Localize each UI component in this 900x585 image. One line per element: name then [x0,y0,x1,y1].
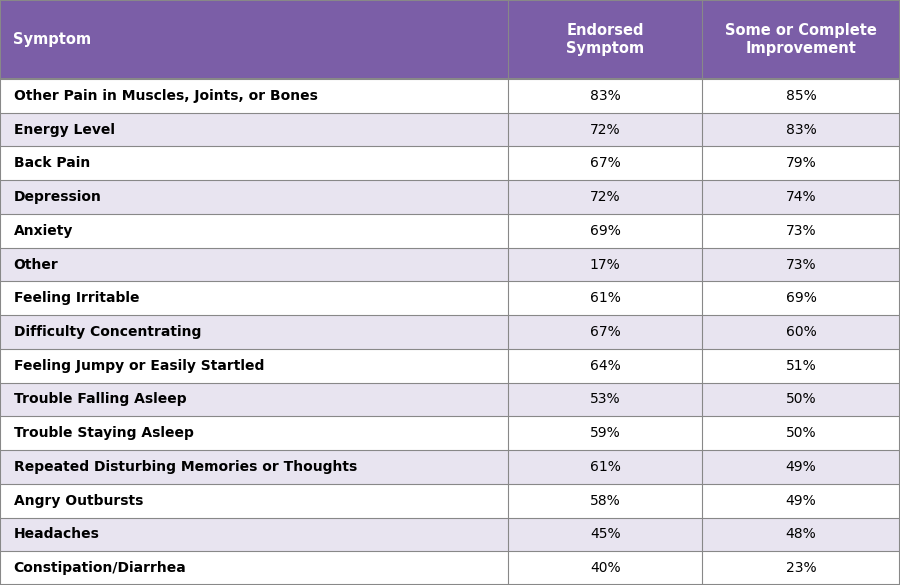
Bar [508,0,702,79]
Bar [508,214,702,247]
Bar [0,315,508,349]
Bar [0,281,508,315]
Bar [0,383,508,417]
Bar [508,281,702,315]
Text: 49%: 49% [786,494,816,508]
Text: 69%: 69% [786,291,816,305]
Bar [702,315,900,349]
Bar [702,417,900,450]
Text: 67%: 67% [590,156,621,170]
Bar [0,0,508,79]
Bar [702,518,900,551]
Bar [702,0,900,79]
Text: 50%: 50% [786,426,816,440]
Text: 61%: 61% [590,460,621,474]
Bar [702,484,900,518]
Bar [702,214,900,247]
Text: 73%: 73% [786,224,816,238]
Bar [0,146,508,180]
Bar [702,383,900,417]
Text: Other: Other [14,257,58,271]
Bar [508,146,702,180]
Text: Difficulty Concentrating: Difficulty Concentrating [14,325,201,339]
Text: 53%: 53% [590,393,621,407]
Text: Feeling Irritable: Feeling Irritable [14,291,139,305]
Bar [702,281,900,315]
Bar [702,349,900,383]
Text: 67%: 67% [590,325,621,339]
Text: Anxiety: Anxiety [14,224,73,238]
Text: 49%: 49% [786,460,816,474]
Text: Other Pain in Muscles, Joints, or Bones: Other Pain in Muscles, Joints, or Bones [14,89,318,103]
Text: 74%: 74% [786,190,816,204]
Bar [508,450,702,484]
Bar [508,315,702,349]
Text: 85%: 85% [786,89,816,103]
Bar [702,450,900,484]
Bar [702,180,900,214]
Text: Repeated Disturbing Memories or Thoughts: Repeated Disturbing Memories or Thoughts [14,460,356,474]
Text: Back Pain: Back Pain [14,156,90,170]
Bar [0,113,508,146]
Text: 61%: 61% [590,291,621,305]
Text: Endorsed
Symptom: Endorsed Symptom [566,23,644,56]
Text: Constipation/Diarrhea: Constipation/Diarrhea [14,561,186,575]
Bar [0,214,508,247]
Text: 72%: 72% [590,123,621,136]
Text: 17%: 17% [590,257,621,271]
Bar [702,113,900,146]
Text: 23%: 23% [786,561,816,575]
Text: 51%: 51% [786,359,816,373]
Text: Symptom: Symptom [14,32,92,47]
Bar [0,551,508,585]
Text: 73%: 73% [786,257,816,271]
Text: 83%: 83% [590,89,621,103]
Text: Some or Complete
Improvement: Some or Complete Improvement [725,23,877,56]
Text: 79%: 79% [786,156,816,170]
Bar [702,146,900,180]
Bar [508,349,702,383]
Bar [0,180,508,214]
Text: Trouble Staying Asleep: Trouble Staying Asleep [14,426,194,440]
Text: Angry Outbursts: Angry Outbursts [14,494,143,508]
Text: Headaches: Headaches [14,528,99,541]
Bar [0,79,508,113]
Bar [0,450,508,484]
Text: Energy Level: Energy Level [14,123,114,136]
Text: 40%: 40% [590,561,621,575]
Bar [508,551,702,585]
Bar [508,383,702,417]
Bar [508,417,702,450]
Bar [0,349,508,383]
Bar [508,79,702,113]
Bar [702,79,900,113]
Text: Depression: Depression [14,190,102,204]
Text: 64%: 64% [590,359,621,373]
Bar [0,518,508,551]
Text: 83%: 83% [786,123,816,136]
Bar [508,180,702,214]
Bar [508,247,702,281]
Text: 60%: 60% [786,325,816,339]
Bar [508,518,702,551]
Text: 59%: 59% [590,426,621,440]
Text: 48%: 48% [786,528,816,541]
Text: Feeling Jumpy or Easily Startled: Feeling Jumpy or Easily Startled [14,359,264,373]
Bar [702,247,900,281]
Text: 50%: 50% [786,393,816,407]
Bar [508,484,702,518]
Text: 58%: 58% [590,494,621,508]
Bar [0,484,508,518]
Bar [702,551,900,585]
Text: 69%: 69% [590,224,621,238]
Text: 72%: 72% [590,190,621,204]
Bar [0,247,508,281]
Bar [508,113,702,146]
Text: Trouble Falling Asleep: Trouble Falling Asleep [14,393,186,407]
Text: 45%: 45% [590,528,621,541]
Bar [0,417,508,450]
